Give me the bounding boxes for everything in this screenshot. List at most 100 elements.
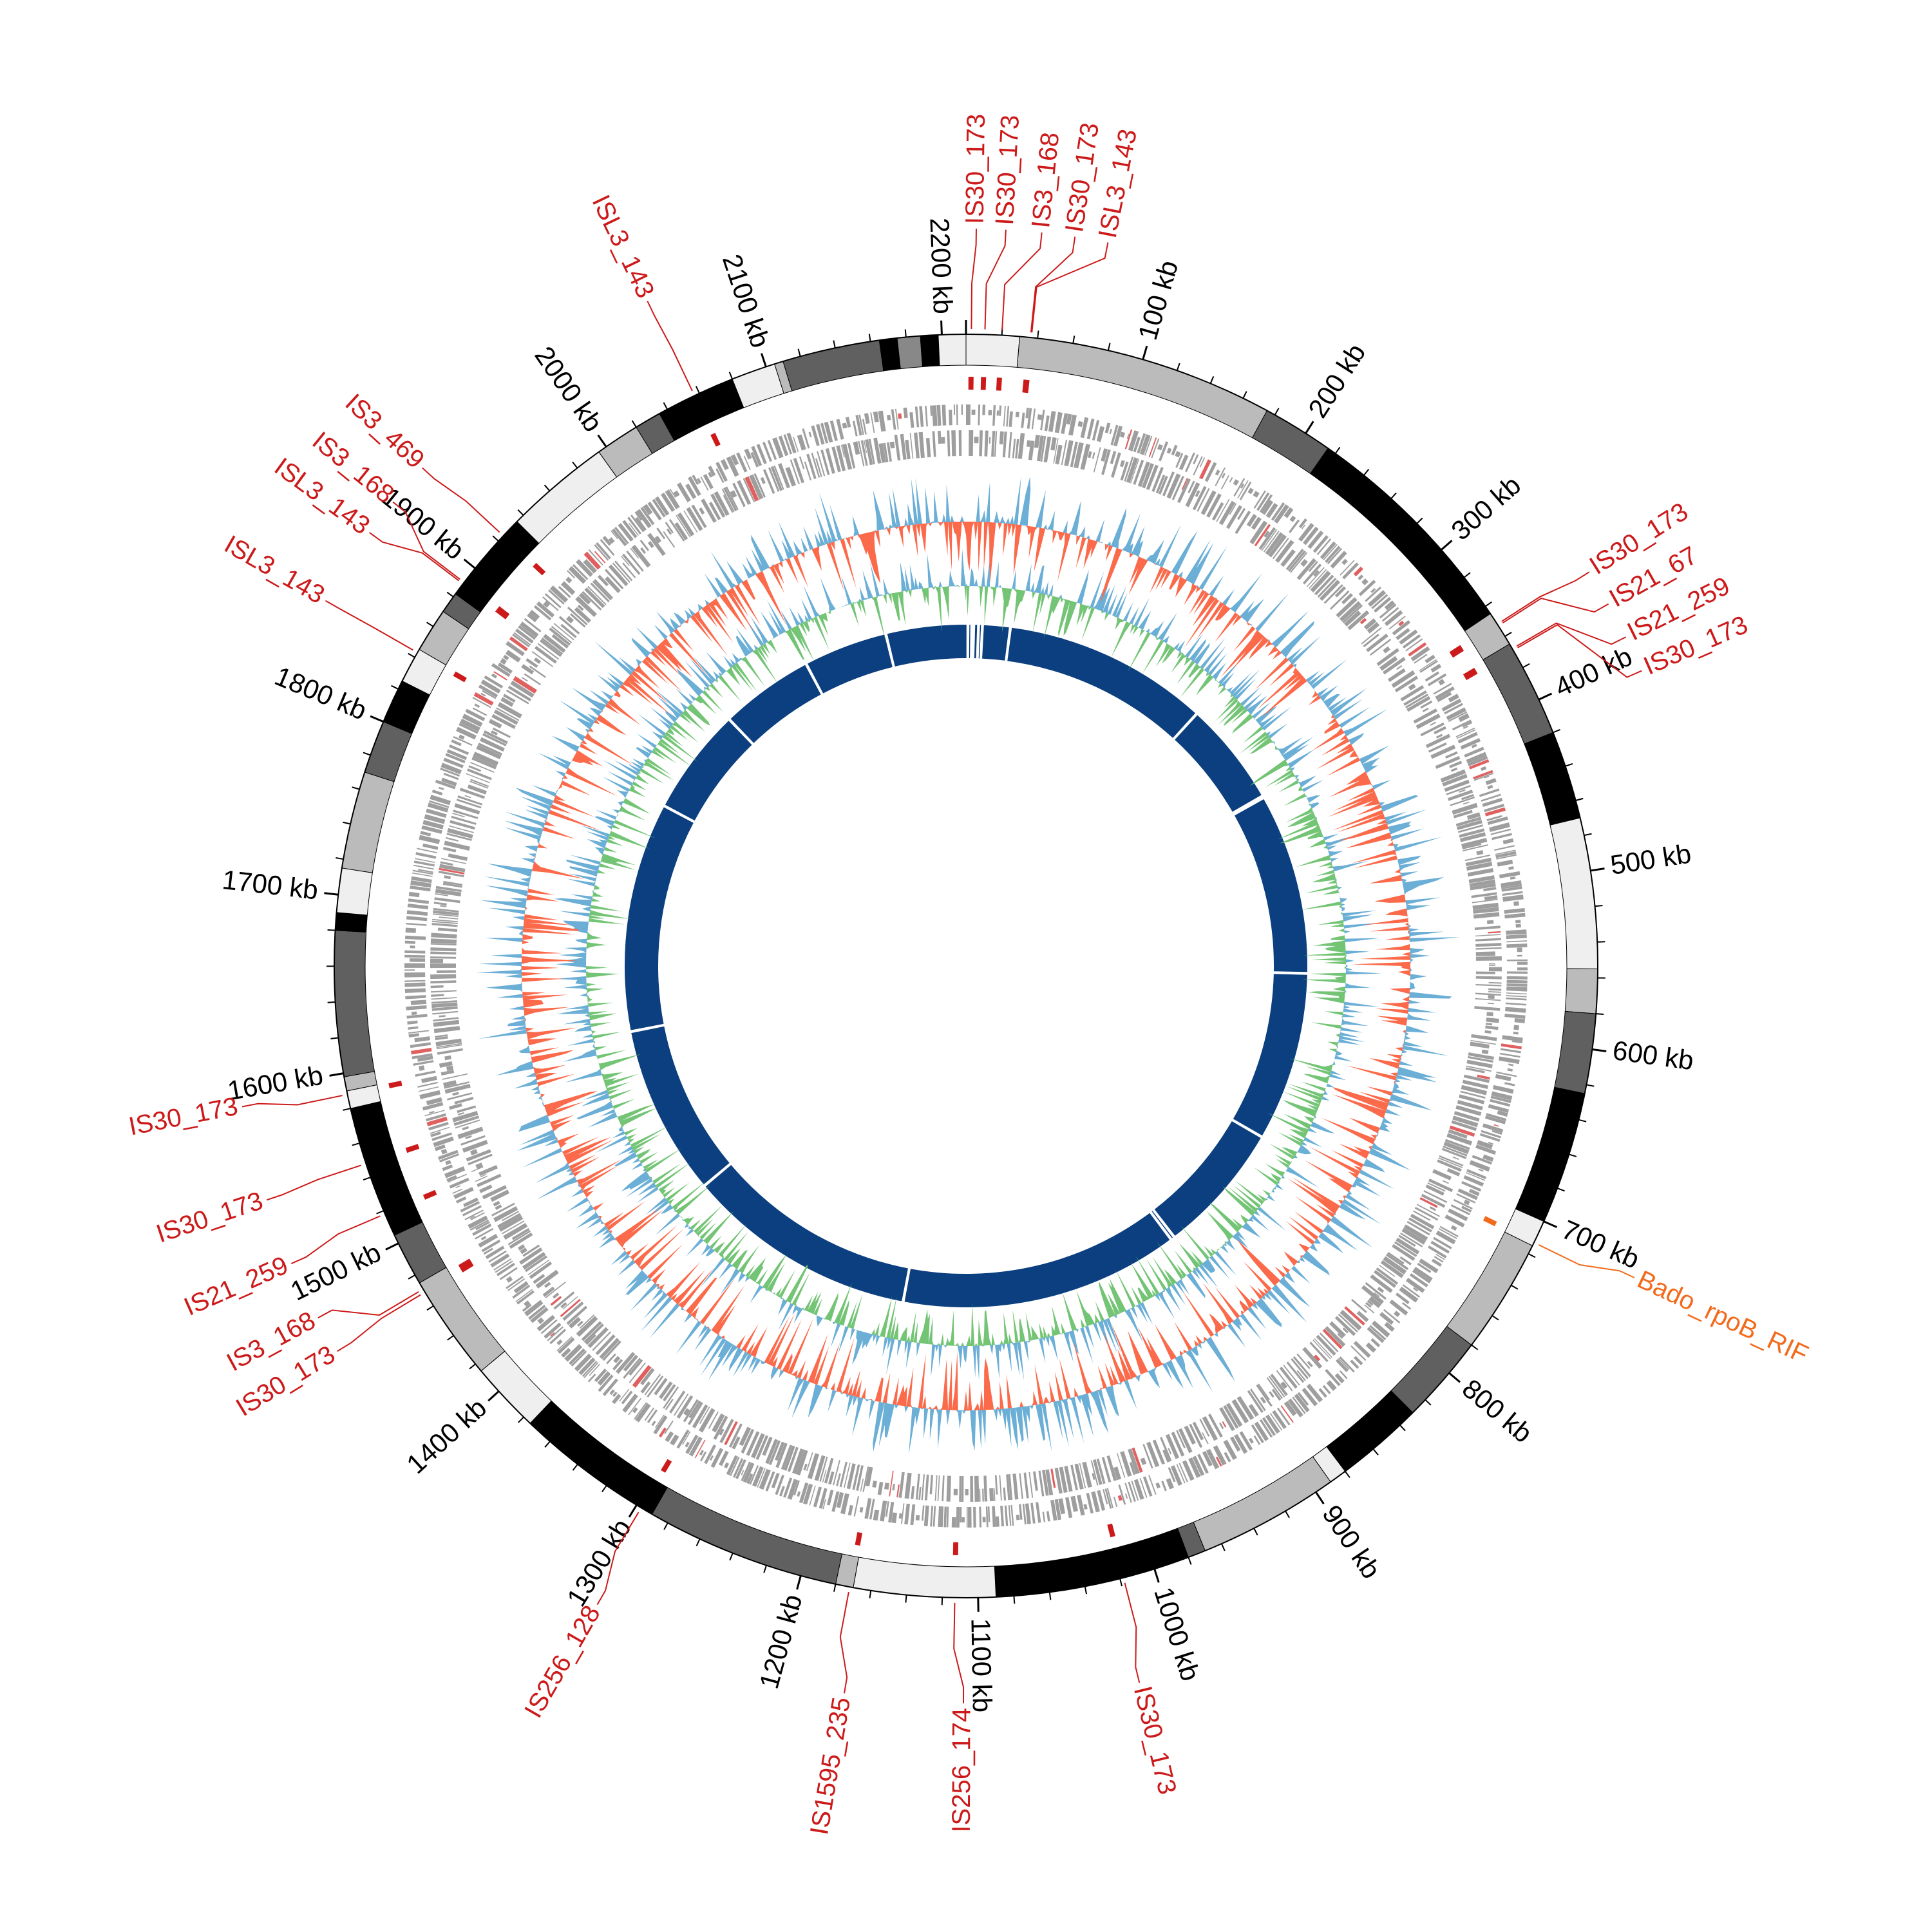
gene-forward xyxy=(1223,1439,1237,1461)
minor-tick xyxy=(1037,330,1039,339)
is-element-marker xyxy=(388,1081,402,1088)
gene-reverse xyxy=(778,462,791,489)
gene-forward xyxy=(787,1479,799,1500)
gene-reverse xyxy=(1421,1193,1446,1208)
scale-label: 1500 kb xyxy=(286,1237,386,1307)
gene-forward xyxy=(1058,1498,1066,1515)
gene-reverse xyxy=(918,431,925,459)
gene-reverse xyxy=(737,480,752,506)
gene-reverse xyxy=(1312,1340,1331,1359)
gene-reverse xyxy=(570,613,586,628)
gene-forward xyxy=(1461,1206,1472,1213)
gene-reverse xyxy=(1476,850,1484,855)
gene-reverse xyxy=(683,1399,699,1423)
label-connector xyxy=(290,1215,381,1264)
gene-forward xyxy=(1233,478,1245,497)
gene-forward xyxy=(527,612,538,623)
gene-reverse xyxy=(1403,690,1427,706)
gene-forward xyxy=(809,1485,816,1506)
gene-forward xyxy=(936,404,942,426)
gene-forward xyxy=(602,1378,618,1396)
gene-forward xyxy=(528,1305,546,1320)
gene-forward xyxy=(536,1314,556,1332)
gene-forward xyxy=(1215,467,1226,487)
gene-forward xyxy=(1434,1256,1444,1263)
gene-reverse xyxy=(551,634,569,649)
gene-reverse xyxy=(811,452,820,478)
gene-reverse xyxy=(435,1038,462,1046)
gene-forward xyxy=(622,1394,638,1413)
gene-reverse xyxy=(713,1416,728,1440)
gene-reverse xyxy=(478,743,503,756)
gene-reverse xyxy=(915,1473,920,1500)
gene-reverse xyxy=(683,510,698,533)
gene-forward xyxy=(933,1506,936,1527)
gene-forward xyxy=(1402,1284,1421,1298)
gene-reverse xyxy=(435,893,448,896)
gene-forward xyxy=(1166,448,1172,454)
gene-reverse xyxy=(770,466,783,491)
gene-reverse xyxy=(533,657,542,665)
gene-reverse xyxy=(1406,696,1431,712)
gene-forward xyxy=(1339,1370,1348,1379)
gene-reverse xyxy=(762,469,775,494)
gene-reverse xyxy=(468,1153,493,1166)
gene-reverse xyxy=(819,1456,828,1482)
gene-forward xyxy=(1307,530,1324,549)
gene-forward xyxy=(870,412,875,433)
minor-tick xyxy=(426,621,434,627)
minor-tick xyxy=(1584,833,1592,837)
gene-forward xyxy=(1504,1013,1526,1019)
gene-forward xyxy=(491,663,511,677)
gene-forward xyxy=(549,585,569,603)
gene-reverse xyxy=(1488,931,1501,934)
gene-reverse xyxy=(692,1404,708,1428)
feature-label: IS256_174 xyxy=(947,1708,976,1833)
gene-forward xyxy=(898,1513,902,1519)
minor-tick xyxy=(833,1584,837,1592)
gene-forward xyxy=(513,632,531,646)
ideogram-band xyxy=(896,336,923,370)
gene-reverse xyxy=(1416,1204,1440,1217)
gene-reverse xyxy=(723,495,734,513)
gene-reverse xyxy=(1485,1023,1493,1026)
gene-reverse xyxy=(842,444,852,470)
gene-reverse xyxy=(1466,862,1493,871)
inner-ring-segment xyxy=(665,721,752,821)
is-element-marker xyxy=(533,563,546,576)
gene-reverse xyxy=(451,815,477,825)
gene-forward xyxy=(408,898,430,904)
gene-reverse xyxy=(433,1019,460,1027)
gene-reverse xyxy=(453,810,478,819)
gene-forward xyxy=(1437,692,1452,703)
gene-reverse xyxy=(787,1446,799,1472)
gene-reverse xyxy=(1449,1125,1475,1137)
label-connector xyxy=(1001,232,1043,330)
gene-reverse xyxy=(1229,503,1237,515)
gene-reverse xyxy=(587,1327,609,1349)
gene-reverse xyxy=(1101,1457,1112,1482)
gene-reverse xyxy=(852,1464,860,1490)
gene-forward xyxy=(440,768,460,777)
gene-forward xyxy=(1326,1379,1337,1391)
gene-forward xyxy=(942,404,947,426)
gene-forward xyxy=(1514,1018,1526,1023)
gene-reverse xyxy=(452,1092,459,1096)
gene-forward xyxy=(1139,434,1151,455)
gene-forward xyxy=(1501,886,1522,892)
major-tick xyxy=(385,1242,399,1251)
gene-reverse xyxy=(442,1073,468,1080)
gene-forward xyxy=(971,410,976,415)
gene-reverse xyxy=(1192,1421,1204,1441)
gene-reverse xyxy=(1459,789,1466,793)
ideogram-band xyxy=(350,1101,423,1236)
gene-forward xyxy=(696,478,701,484)
gene-forward xyxy=(1417,1262,1432,1273)
gene-reverse xyxy=(452,1110,478,1122)
gene-forward xyxy=(853,1496,860,1517)
gene-reverse xyxy=(1356,1311,1369,1322)
minor-tick xyxy=(363,1177,371,1181)
gene-forward xyxy=(404,950,426,954)
gene-reverse xyxy=(430,990,457,993)
gene-forward xyxy=(1466,1169,1487,1180)
